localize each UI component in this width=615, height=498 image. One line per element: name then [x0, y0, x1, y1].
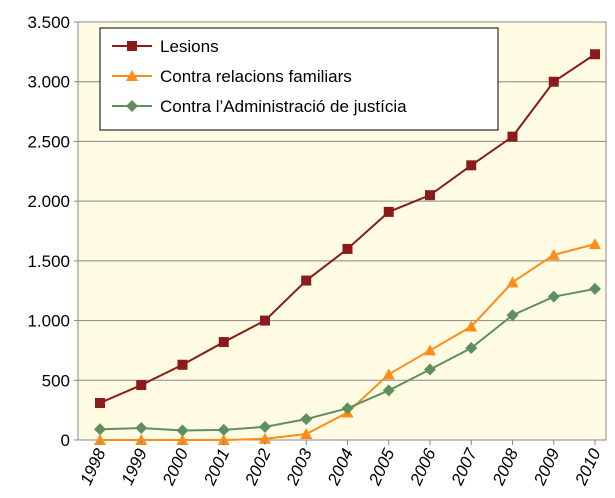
y-tick-label: 1.000 [27, 312, 70, 331]
x-tick-label: 2008 [488, 445, 522, 489]
marker [126, 70, 138, 81]
x-tick-label: 1999 [118, 445, 151, 488]
legend-box [99, 27, 499, 131]
marker [95, 397, 105, 408]
marker [126, 100, 138, 112]
marker [465, 342, 478, 355]
marker [135, 422, 148, 435]
x-tick-label: 1998 [76, 445, 109, 488]
y-tick-label: 1.500 [27, 252, 70, 271]
marker [217, 434, 230, 445]
marker [300, 413, 313, 426]
x-tick-label: 2002 [241, 445, 275, 489]
y-tick-label: 3.000 [27, 73, 70, 92]
y-tick-label: 500 [42, 371, 70, 390]
marker [382, 384, 395, 397]
x-tick-label: 2000 [158, 445, 192, 489]
x-tick-label: 2009 [530, 445, 564, 489]
marker [177, 359, 188, 370]
marker [466, 160, 477, 171]
marker [136, 380, 147, 391]
marker [259, 432, 271, 444]
marker [548, 76, 559, 87]
marker [590, 49, 600, 60]
marker [176, 434, 189, 445]
marker [259, 420, 271, 433]
marker [383, 206, 394, 217]
marker [94, 434, 106, 445]
marker [465, 320, 478, 332]
marker [424, 363, 436, 376]
marker [94, 423, 106, 436]
y-tick-label: 2.500 [27, 132, 70, 151]
marker [506, 276, 519, 288]
marker [217, 423, 230, 436]
marker [506, 309, 519, 322]
x-tick-label: 2010 [571, 445, 605, 489]
y-tick-label: 0 [61, 431, 70, 450]
marker [341, 402, 354, 415]
legend-label: Lesions [160, 37, 219, 56]
marker [425, 190, 435, 201]
marker [342, 243, 353, 254]
marker [135, 434, 148, 445]
marker [127, 41, 137, 51]
x-tick-label: 2004 [323, 446, 357, 489]
x-tick-label: 2003 [282, 445, 316, 489]
marker [176, 424, 189, 437]
y-tick-label: 2.000 [27, 192, 70, 211]
marker [260, 315, 270, 326]
x-tick-label: 2006 [406, 445, 440, 489]
marker [547, 248, 560, 260]
marker [589, 238, 601, 250]
x-tick-label: 2005 [365, 445, 399, 489]
marker [301, 275, 312, 286]
marker [424, 344, 436, 356]
marker [382, 368, 395, 380]
x-tick-label: 2007 [447, 445, 481, 489]
marker [547, 290, 560, 303]
marker [300, 428, 313, 440]
legend-label: Contra relacions familiars [160, 67, 352, 86]
marker [589, 282, 601, 295]
legend-label: Contra l’Administració de justícia [160, 97, 407, 116]
y-tick-label: 3.500 [27, 13, 70, 32]
x-tick-label: 2001 [200, 446, 234, 489]
marker [507, 131, 518, 142]
marker [218, 337, 229, 348]
